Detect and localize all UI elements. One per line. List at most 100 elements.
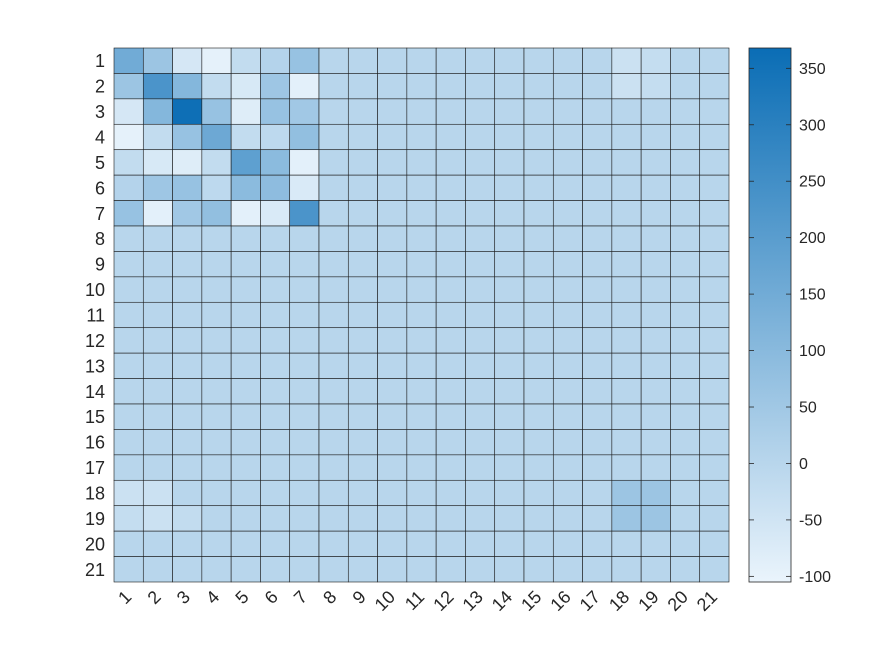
heatmap-cell-r20-c10	[377, 530, 408, 557]
heatmap-cell-r8-c9	[347, 225, 378, 252]
row-label-18: 18	[85, 484, 105, 504]
heatmap-cell-r15-c11	[406, 403, 437, 430]
heatmap-cell-r20-c12	[435, 530, 466, 557]
heatmap-cell-r3-c20	[670, 98, 701, 125]
heatmap-cell-r12-c4	[201, 327, 232, 354]
heatmap-cell-r6-c17	[582, 174, 613, 201]
column-label-3: 3	[173, 587, 194, 608]
heatmap-cell-r2-c4	[201, 73, 232, 100]
heatmap-cell-r15-c14	[494, 403, 525, 430]
heatmap-cell-r4-c12	[435, 123, 466, 151]
heatmap-cell-r5-c8	[318, 149, 349, 176]
heatmap-cell-r16-c18	[611, 429, 642, 456]
heatmap-cell-r19-c2	[142, 505, 173, 532]
heatmap-cell-r3-c7	[289, 98, 320, 125]
heatmap-cell-r1-c4	[201, 47, 232, 74]
heatmap-cell-r7-c16	[552, 200, 583, 227]
heatmap-cell-r15-c8	[318, 403, 349, 430]
heatmap-cell-r2-c2	[142, 73, 173, 100]
heatmap-cell-r6-c14	[494, 174, 525, 201]
heatmap-cell-r7-c11	[406, 200, 437, 227]
heatmap-cell-r7-c19	[640, 200, 671, 227]
heatmap-cell-r5-c20	[670, 149, 701, 176]
heatmap-cell-r8-c1	[113, 225, 144, 252]
heatmap-cell-r7-c5	[230, 200, 261, 227]
row-label-11: 11	[86, 306, 105, 326]
column-label-12: 12	[429, 587, 457, 615]
heatmap-cell-r19-c11	[406, 505, 437, 532]
heatmap-cell-r19-c15	[523, 505, 554, 532]
heatmap-cell-r11-c2	[142, 301, 173, 329]
colorbar-tick-label: 150	[799, 287, 826, 304]
heatmap-cell-r14-c18	[611, 378, 642, 405]
heatmap-cell-r15-c16	[552, 403, 583, 430]
heatmap-cell-r3-c10	[377, 98, 408, 125]
heatmap-cell-r20-c19	[640, 530, 671, 557]
heatmap-cell-r5-c13	[465, 149, 496, 176]
heatmap-cell-r12-c16	[552, 327, 583, 354]
heatmap-cell-r12-c14	[494, 327, 525, 354]
heatmap-cell-r16-c13	[465, 429, 496, 456]
heatmap-cell-r12-c20	[670, 327, 701, 354]
column-label-7: 7	[290, 587, 311, 608]
heatmap-cell-r6-c11	[406, 174, 437, 201]
heatmap-cell-r20-c11	[406, 530, 437, 557]
heatmap-cell-r19-c13	[465, 505, 496, 532]
column-label-5: 5	[231, 587, 252, 608]
heatmap-cell-r10-c9	[347, 276, 378, 303]
heatmap-cell-r2-c17	[582, 73, 613, 100]
column-label-6: 6	[261, 587, 282, 608]
heatmap-cell-r6-c16	[552, 174, 583, 201]
heatmap-cell-r11-c6	[260, 301, 291, 329]
heatmap-cell-r11-c1	[113, 301, 144, 329]
heatmap-cell-r18-c9	[347, 479, 378, 507]
heatmap-cell-r2-c20	[670, 73, 701, 100]
heatmap-cell-r12-c2	[142, 327, 173, 354]
colorbar-tick-label: 100	[799, 343, 826, 360]
heatmap-cell-r7-c17	[582, 200, 613, 227]
heatmap-cell-r6-c3	[172, 174, 203, 201]
heatmap-cell-r20-c21	[699, 530, 730, 557]
heatmap-cell-r15-c19	[640, 403, 671, 430]
heatmap-cell-r20-c18	[611, 530, 642, 557]
heatmap-cell-r5-c14	[494, 149, 525, 176]
heatmap-cell-r17-c13	[465, 454, 496, 481]
heatmap-cell-r2-c19	[640, 73, 671, 100]
heatmap-cell-r4-c20	[670, 123, 701, 151]
heatmap-cell-r18-c6	[260, 479, 291, 507]
heatmap-cell-r16-c4	[201, 429, 232, 456]
column-label-14: 14	[488, 587, 516, 615]
heatmap-cell-r5-c9	[347, 149, 378, 176]
heatmap-cell-r17-c16	[552, 454, 583, 481]
row-label-1: 1	[95, 51, 105, 71]
heatmap-cell-r13-c4	[201, 352, 232, 379]
heatmap-cell-r6-c1	[113, 174, 144, 201]
heatmap-cell-r10-c17	[582, 276, 613, 303]
heatmap-cell-r8-c11	[406, 225, 437, 252]
heatmap-cell-r5-c2	[142, 149, 173, 176]
heatmap-cell-r3-c15	[523, 98, 554, 125]
heatmap-cell-r12-c12	[435, 327, 466, 354]
column-label-19: 19	[634, 587, 662, 615]
column-tick-labels: 1 2 3 4 5 6 7 8 9 10 11 12 13 14 15 16 17 18 19 20 21	[114, 587, 721, 615]
heatmap-cell-r18-c21	[699, 479, 730, 507]
heatmap-cell-r16-c11	[406, 429, 437, 456]
heatmap-cell-r13-c20	[670, 352, 701, 379]
heatmap-cell-r16-c3	[172, 429, 203, 456]
heatmap-cell-r9-c19	[640, 251, 671, 278]
heatmap-cell-r19-c19	[640, 505, 671, 532]
heatmap-cell-r2-c10	[377, 73, 408, 100]
heatmap-cell-r5-c17	[582, 149, 613, 176]
heatmap-cell-r11-c20	[670, 301, 701, 329]
heatmap-cell-r1-c14	[494, 47, 525, 74]
heatmap-cell-r17-c2	[142, 454, 173, 481]
heatmap-cell-r6-c20	[670, 174, 701, 201]
row-label-14: 14	[85, 382, 105, 402]
heatmap-cell-r20-c9	[347, 530, 378, 557]
heatmap-cell-r8-c15	[523, 225, 554, 252]
heatmap-cell-r19-c1	[113, 505, 144, 532]
heatmap-cell-r3-c6	[260, 98, 291, 125]
heatmap-cell-r21-c20	[670, 556, 701, 583]
heatmap-cell-r1-c16	[552, 47, 583, 74]
